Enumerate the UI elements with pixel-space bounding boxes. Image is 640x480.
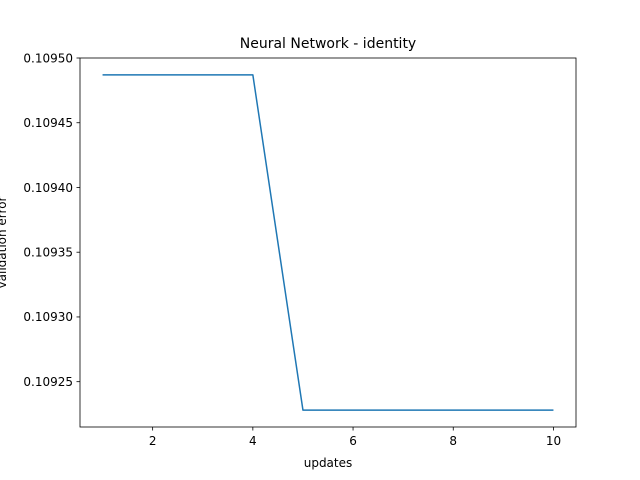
series-line-0 [102,74,554,411]
plot-frame [79,57,577,428]
x-axis-label: updates [304,456,353,470]
plot-area [79,57,577,428]
x-tick-label: 4 [249,434,257,448]
y-tick-label: 0.10950 [23,51,73,65]
y-tick-label: 0.10925 [23,375,73,389]
x-tick-label: 6 [349,434,357,448]
y-tick-label: 0.10930 [23,310,73,324]
y-tick-label: 0.10940 [23,181,73,195]
x-tick-label: 8 [449,434,457,448]
y-axis-ticks: 0.10925 0.10930 0.10935 0.10940 0.10945 0.109… [23,51,80,389]
chart-title: Neural Network - identity [240,36,416,52]
y-axis-label: validation error [0,196,9,288]
x-tick-label: 2 [149,434,157,448]
y-tick-label: 0.10935 [23,246,73,260]
y-tick-label: 0.10945 [23,116,73,130]
x-axis-ticks: 2 4 6 8 10 [149,427,561,448]
x-tick-label: 10 [546,434,561,448]
